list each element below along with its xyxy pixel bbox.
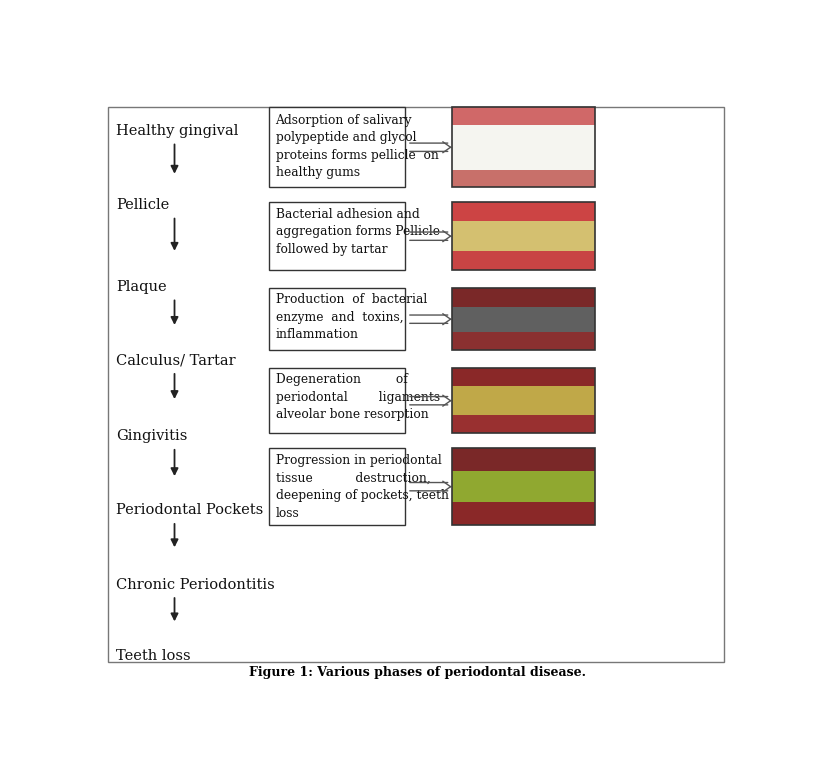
Text: Periodontal Pockets: Periodontal Pockets bbox=[116, 504, 263, 517]
Text: Chronic Periodontitis: Chronic Periodontitis bbox=[116, 578, 275, 591]
Bar bbox=[269, 368, 405, 434]
Bar bbox=[452, 288, 595, 350]
Text: Figure 1: Various phases of periodontal disease.: Figure 1: Various phases of periodontal … bbox=[249, 666, 586, 679]
Text: Progression in periodontal
tissue           destruction,
deepening of pockets, t: Progression in periodontal tissue destru… bbox=[275, 454, 448, 520]
Bar bbox=[269, 107, 405, 187]
Text: Gingivitis: Gingivitis bbox=[116, 430, 187, 444]
Text: Pellicle: Pellicle bbox=[116, 198, 169, 212]
Bar bbox=[452, 306, 595, 332]
Bar bbox=[452, 251, 595, 270]
Bar bbox=[452, 332, 595, 350]
Text: Degeneration         of
periodontal        ligaments
alveolar bone resorption: Degeneration of periodontal ligaments al… bbox=[275, 373, 440, 421]
Text: Plaque: Plaque bbox=[116, 280, 166, 294]
Bar bbox=[452, 288, 595, 306]
Bar bbox=[452, 107, 595, 125]
Text: Healthy gingival: Healthy gingival bbox=[116, 124, 238, 138]
Text: Teeth loss: Teeth loss bbox=[116, 648, 191, 663]
Text: Calculus/ Tartar: Calculus/ Tartar bbox=[116, 353, 236, 367]
Bar bbox=[452, 169, 595, 187]
Bar bbox=[452, 125, 595, 169]
Bar bbox=[269, 288, 405, 350]
Bar bbox=[452, 368, 595, 434]
Bar bbox=[452, 202, 595, 221]
Bar bbox=[452, 387, 595, 415]
Text: Production  of  bacterial
enzyme  and  toxins,
inflammation: Production of bacterial enzyme and toxin… bbox=[275, 293, 427, 341]
Bar bbox=[452, 202, 595, 270]
Bar bbox=[452, 502, 595, 525]
Bar bbox=[452, 415, 595, 434]
Text: Adsorption of salivary
polypeptide and glycol
proteins forms pellicle  on
health: Adsorption of salivary polypeptide and g… bbox=[275, 114, 438, 179]
Bar bbox=[269, 202, 405, 270]
Bar bbox=[452, 471, 595, 502]
Text: Bacterial adhesion and
aggregation forms Pellicle
followed by tartar: Bacterial adhesion and aggregation forms… bbox=[275, 208, 439, 256]
Bar bbox=[269, 448, 405, 525]
Bar bbox=[452, 221, 595, 251]
Bar bbox=[452, 368, 595, 387]
Bar bbox=[452, 107, 595, 187]
Bar bbox=[452, 448, 595, 525]
Bar bbox=[452, 448, 595, 471]
